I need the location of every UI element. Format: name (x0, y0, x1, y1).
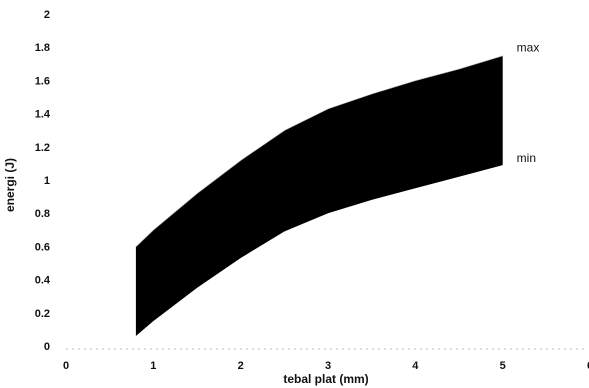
x-tick-label: 6 (587, 360, 589, 372)
y-tick-label: 1.6 (35, 75, 50, 87)
x-tick-label: 3 (325, 360, 331, 372)
energy-range-band (135, 55, 503, 336)
x-tick-label: 5 (500, 360, 506, 372)
y-tick-label: 0 (44, 341, 50, 353)
series-line-min (135, 167, 503, 340)
x-axis-ticks: 0 1 2 3 4 5 6 (63, 360, 589, 372)
y-tick-label: 1 (44, 175, 50, 187)
y-tick-label: 1.4 (35, 109, 51, 121)
x-tick-label: 4 (412, 360, 419, 372)
y-tick-label: 2 (44, 9, 50, 21)
y-tick-label: 0.8 (35, 208, 50, 220)
y-axis-label: energi (J) (3, 158, 17, 212)
series-label-max: max (517, 41, 540, 55)
x-tick-label: 2 (238, 360, 244, 372)
x-tick-label: 1 (150, 360, 156, 372)
y-tick-label: 1.8 (35, 42, 50, 54)
y-tick-label: 1.2 (35, 142, 50, 154)
y-tick-label: 0.2 (35, 308, 50, 320)
x-tick-label: 0 (63, 360, 69, 372)
series-label-min: min (517, 151, 536, 165)
x-axis-label: tebal plat (mm) (283, 372, 368, 386)
series-line-max (135, 54, 503, 247)
y-tick-label: 0.4 (35, 275, 51, 287)
y-tick-label: 0.6 (35, 241, 50, 253)
y-axis-ticks: 0 0.2 0.4 0.6 0.8 1 1.2 1.4 1.6 1.8 2 (35, 9, 51, 353)
